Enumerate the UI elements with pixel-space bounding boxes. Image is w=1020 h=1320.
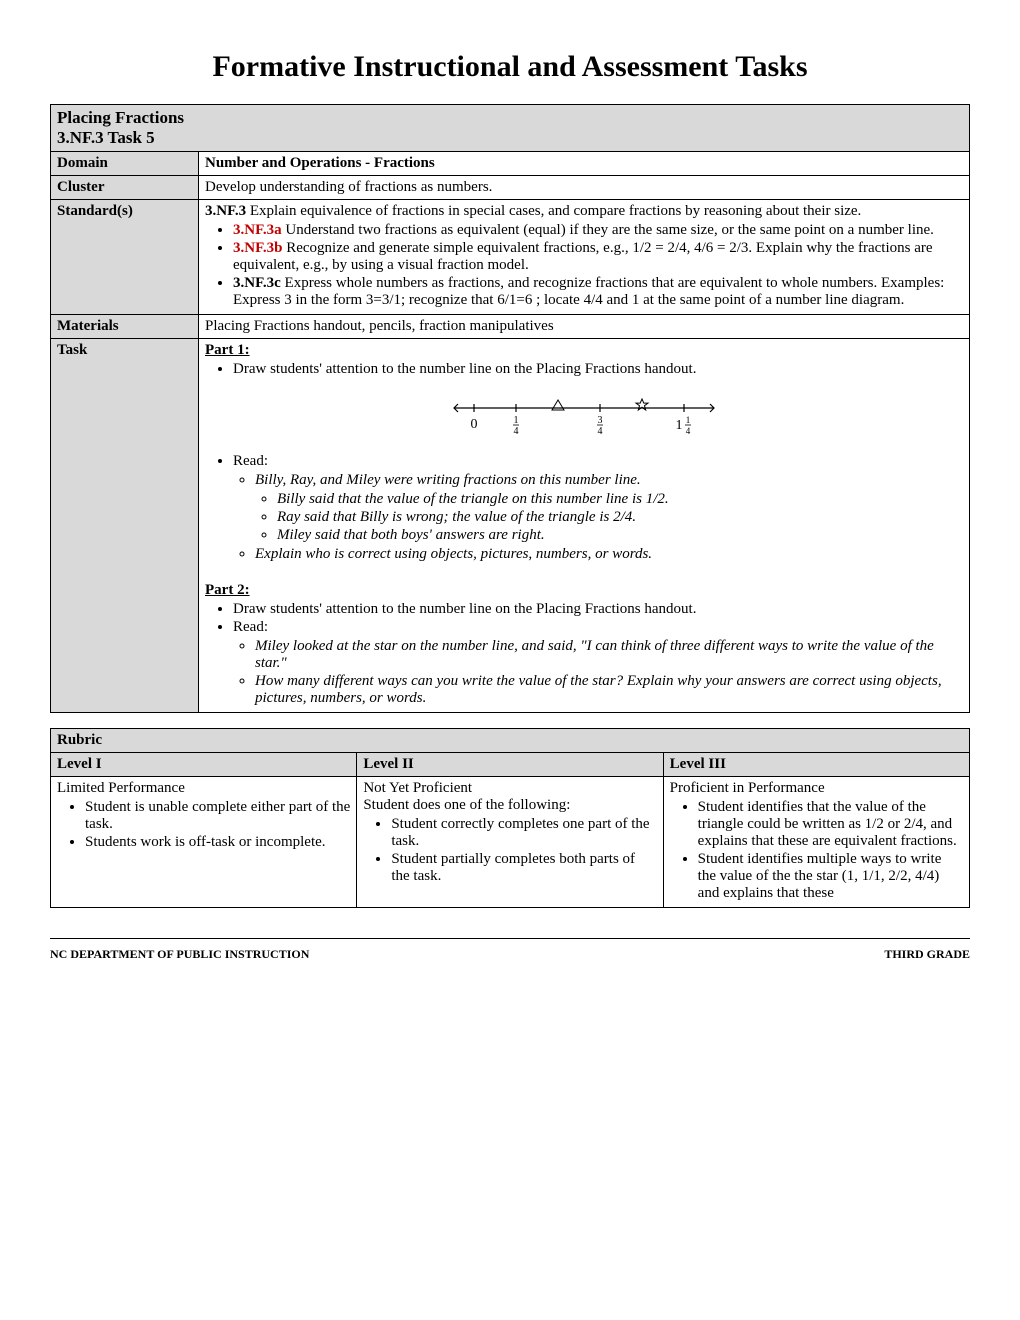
cluster-value: Develop understanding of fractions as nu… xyxy=(199,176,970,200)
footer-right: THIRD GRADE xyxy=(884,947,970,962)
page-footer: NC DEPARTMENT OF PUBLIC INSTRUCTION THIR… xyxy=(50,947,970,962)
rubric-level2-header: Level II xyxy=(357,753,663,777)
rubric-level3-body: Proficient in Performance Student identi… xyxy=(663,777,969,908)
standards-label: Standard(s) xyxy=(51,200,199,315)
svg-text:4: 4 xyxy=(598,426,603,437)
rubric-level1-header: Level I xyxy=(51,753,357,777)
rubric-level3-header: Level III xyxy=(663,753,969,777)
task-value: Part 1: Draw students' attention to the … xyxy=(199,339,970,713)
rubric-level1-body: Limited Performance Student is unable co… xyxy=(51,777,357,908)
svg-text:4: 4 xyxy=(514,426,519,437)
footer-rule xyxy=(50,938,970,939)
standards-value: 3.NF.3 Explain equivalence of fractions … xyxy=(199,200,970,315)
svg-text:3: 3 xyxy=(598,415,603,426)
task-table: Placing Fractions 3.NF.3 Task 5 Domain N… xyxy=(50,104,970,713)
rubric-level2-body: Not Yet Proficient Student does one of t… xyxy=(357,777,663,908)
materials-label: Materials xyxy=(51,315,199,339)
rubric-title: Rubric xyxy=(51,729,970,753)
table-header: Placing Fractions 3.NF.3 Task 5 xyxy=(51,105,970,152)
svg-text:4: 4 xyxy=(686,426,691,436)
number-line-diagram: 0 1 4 3 4 1 1 4 xyxy=(205,388,963,443)
svg-text:1: 1 xyxy=(676,418,683,433)
svg-text:0: 0 xyxy=(471,417,478,432)
task-label: Task xyxy=(51,339,199,713)
footer-left: NC DEPARTMENT OF PUBLIC INSTRUCTION xyxy=(50,947,309,962)
domain-label: Domain xyxy=(51,152,199,176)
rubric-table: Rubric Level I Level II Level III Limite… xyxy=(50,728,970,908)
svg-text:1: 1 xyxy=(514,415,519,426)
page-title: Formative Instructional and Assessment T… xyxy=(50,50,970,84)
materials-value: Placing Fractions handout, pencils, frac… xyxy=(199,315,970,339)
cluster-label: Cluster xyxy=(51,176,199,200)
svg-text:1: 1 xyxy=(686,415,691,425)
domain-value: Number and Operations - Fractions xyxy=(199,152,970,176)
